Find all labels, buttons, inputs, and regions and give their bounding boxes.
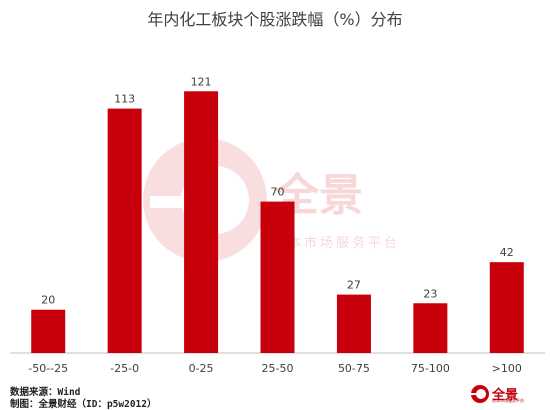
maker-note: 制图：全景财经（ID：p5w2012）	[10, 399, 157, 410]
data-label-0: 20	[41, 294, 55, 307]
x-tick-label-1: -25-0	[110, 362, 139, 375]
x-tick-label-4: 50-75	[338, 362, 370, 375]
brand-logo-subtext: 资本市场服务平台	[492, 398, 524, 403]
bar-3	[260, 201, 295, 353]
bar-0	[31, 309, 66, 353]
data-label-2: 121	[191, 75, 212, 88]
x-tick-label-3: 25-50	[262, 362, 294, 375]
bar-6	[489, 262, 524, 353]
x-tick-label-2: 0-25	[189, 362, 214, 375]
data-label-1: 113	[114, 93, 135, 106]
data-label-4: 27	[347, 279, 361, 292]
x-tick-label-5: 75-100	[411, 362, 450, 375]
bar-4	[336, 294, 371, 353]
data-label-6: 42	[500, 246, 514, 259]
bar-2	[184, 91, 219, 353]
x-tick-label-6: >100	[492, 362, 522, 375]
watermark-tagline: 资本市场服务平台	[272, 235, 400, 251]
bar-5	[413, 303, 448, 353]
source-note: 数据来源：Wind	[10, 387, 81, 398]
data-label-5: 23	[423, 287, 437, 300]
data-label-3: 70	[271, 186, 285, 199]
bar-1	[107, 108, 142, 354]
x-tick-label-0: -50--25	[28, 362, 68, 375]
brand-logo-text: 全景	[492, 388, 519, 403]
brand-logo-icon	[471, 385, 489, 403]
chart-title: 年内化工板块个股涨跌幅（%）分布	[147, 10, 403, 29]
brand-logo: 全景 资本市场服务平台	[470, 384, 542, 404]
